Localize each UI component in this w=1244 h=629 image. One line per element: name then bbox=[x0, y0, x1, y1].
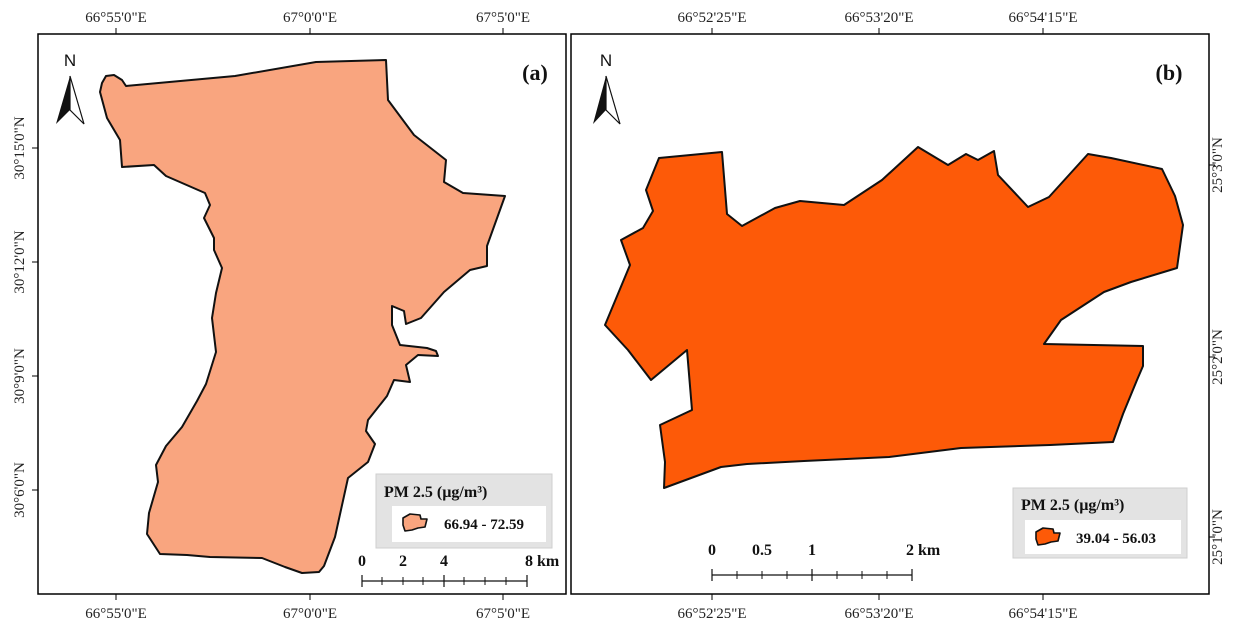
legend-b: PM 2.5 (µg/m³) 39.04 - 56.03 bbox=[1013, 488, 1187, 558]
b-top-tick-3: 66°54'15"E bbox=[1009, 10, 1078, 26]
legend-b-range: 39.04 - 56.03 bbox=[1076, 531, 1156, 547]
b-bottom-tick-3: 66°54'15"E bbox=[1009, 606, 1078, 622]
panel-b-letter: (b) bbox=[1156, 60, 1183, 85]
a-left-tick-2: 30°12'0"N bbox=[12, 230, 28, 293]
b-right-tick-2: 25°2'0"N bbox=[1210, 329, 1226, 385]
b-top-tick-1: 66°52'25"E bbox=[678, 10, 747, 26]
scale-b-label-1: 0.5 bbox=[752, 542, 772, 559]
scale-a-label-0: 0 bbox=[358, 553, 366, 570]
legend-a: PM 2.5 (µg/m³) 66.94 - 72.59 bbox=[376, 474, 552, 548]
b-bottom-tick-2: 66°53'20"E bbox=[845, 606, 914, 622]
a-bottom-tick-3: 67°5'0"E bbox=[476, 606, 530, 622]
scale-b-label-0: 0 bbox=[708, 542, 716, 559]
scale-a-label-2: 4 bbox=[440, 553, 448, 570]
b-bottom-tick-1: 66°52'25"E bbox=[678, 606, 747, 622]
a-left-tick-1: 30°15'0"N bbox=[12, 116, 28, 179]
legend-a-title: PM 2.5 (µg/m³) bbox=[384, 484, 487, 501]
legend-a-range: 66.94 - 72.59 bbox=[444, 517, 524, 533]
a-bottom-tick-2: 67°0'0"E bbox=[283, 606, 337, 622]
a-left-tick-3: 30°9'0"N bbox=[12, 348, 28, 404]
north-label-a: N bbox=[64, 51, 76, 70]
a-bottom-tick-1: 66°55'0"E bbox=[85, 606, 147, 622]
legend-b-title: PM 2.5 (µg/m³) bbox=[1021, 497, 1124, 514]
scale-b-label-3: 2 km bbox=[906, 542, 941, 559]
a-top-tick-1: 66°55'0"E bbox=[85, 10, 147, 26]
b-right-tick-3: 25°1'0"N bbox=[1210, 509, 1226, 565]
scale-a-label-1: 2 bbox=[399, 553, 407, 570]
a-top-tick-2: 67°0'0"E bbox=[283, 10, 337, 26]
scale-b-label-2: 1 bbox=[808, 542, 816, 559]
panel-b: 66°52'25"E 66°53'20"E 66°54'15"E 66°52'2… bbox=[571, 10, 1226, 622]
a-top-tick-3: 67°5'0"E bbox=[476, 10, 530, 26]
panel-a: 66°55'0"E 67°0'0"E 67°5'0"E 66°55'0"E 67… bbox=[12, 10, 566, 622]
north-label-b: N bbox=[600, 51, 612, 70]
b-top-tick-2: 66°53'20"E bbox=[845, 10, 914, 26]
scale-a-label-3: 8 km bbox=[525, 553, 560, 570]
panel-a-letter: (a) bbox=[522, 60, 548, 85]
a-left-tick-4: 30°6'0"N bbox=[12, 462, 28, 518]
b-right-tick-1: 25°3'0"N bbox=[1210, 137, 1226, 193]
